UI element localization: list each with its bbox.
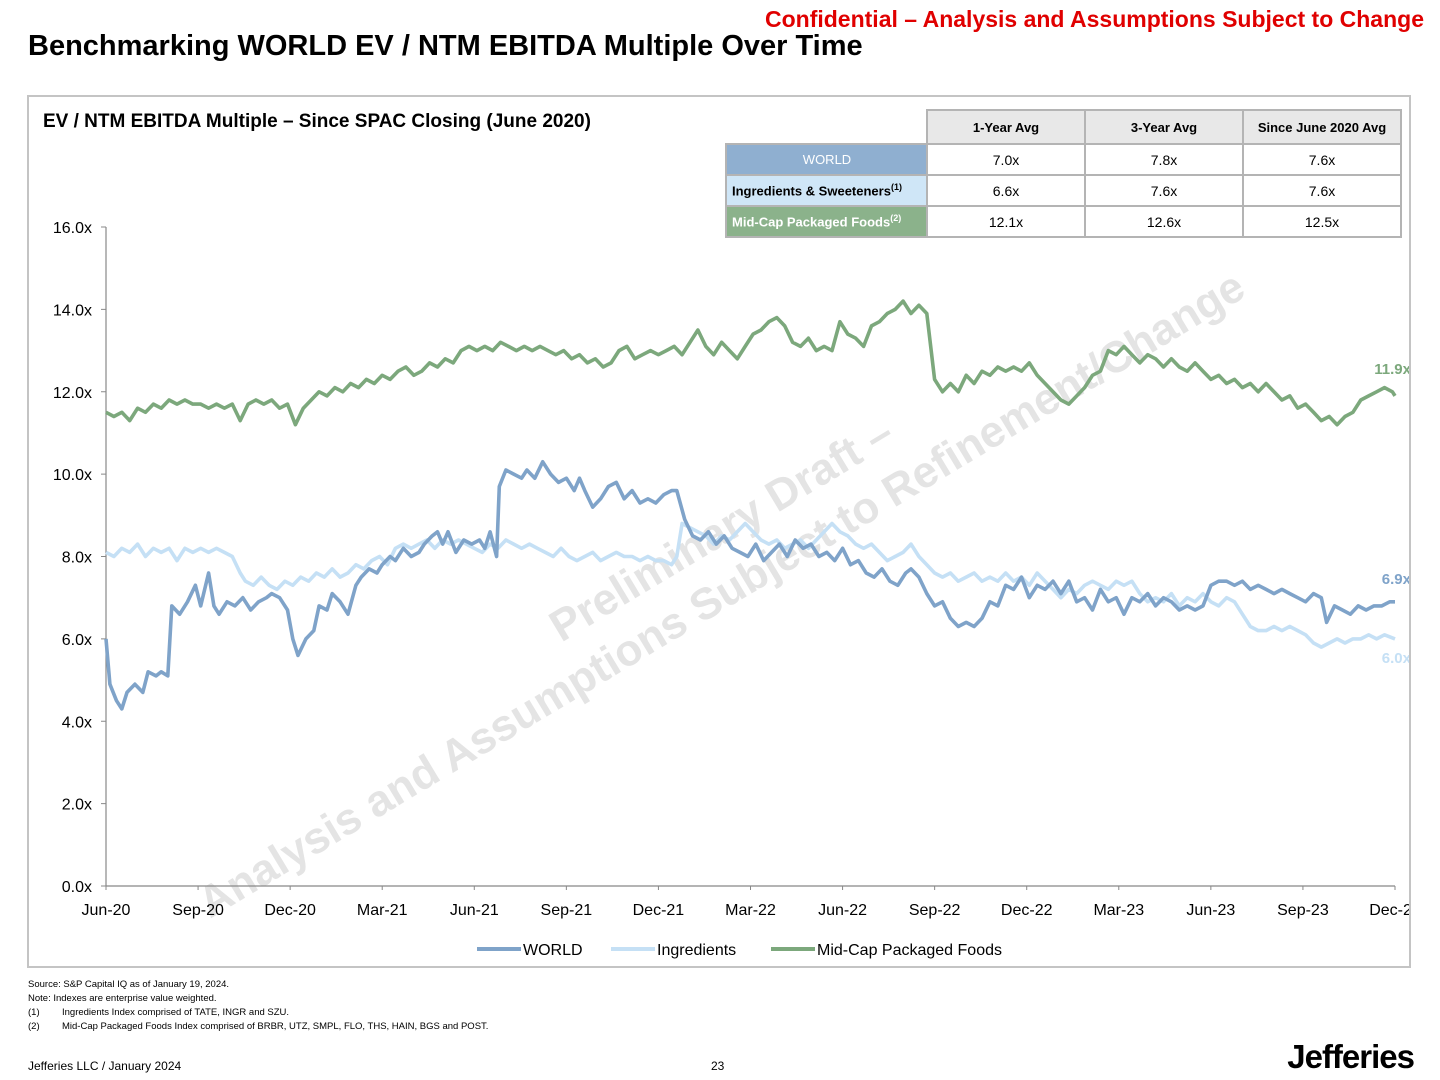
row-label: Ingredients & Sweeteners(1) bbox=[725, 174, 928, 207]
table-cell: 6.6x bbox=[926, 174, 1086, 207]
series-end-label: 6.9x bbox=[1382, 571, 1409, 588]
table-cell: 12.1x bbox=[926, 205, 1086, 238]
y-tick-label: 16.0x bbox=[53, 220, 92, 237]
chart-panel: Preliminary Draft – Analysis and Assumpti… bbox=[27, 95, 1411, 968]
table-cell: 12.6x bbox=[1084, 205, 1244, 238]
method-note: Note: Indexes are enterprise value weigh… bbox=[28, 993, 217, 1004]
table-cell: 7.6x bbox=[1242, 143, 1402, 176]
y-tick-label: 6.0x bbox=[62, 632, 92, 649]
x-tick-label: Sep-21 bbox=[541, 902, 593, 919]
legend-label: Ingredients bbox=[657, 942, 736, 959]
footnote-text: Ingredients Index comprised of TATE, ING… bbox=[62, 1007, 290, 1018]
series-line-mid-cap-packaged-foods bbox=[105, 299, 1397, 427]
table-row: Mid-Cap Packaged Foods(2) 12.1x 12.6x 12.5x bbox=[725, 205, 1402, 238]
x-tick-label: Mar-23 bbox=[1093, 902, 1144, 919]
footnotes: Source: S&P Capital IQ as of January 19,… bbox=[28, 978, 488, 1034]
footnote-number: (1) bbox=[28, 1007, 40, 1018]
table-cell: 7.0x bbox=[926, 143, 1086, 176]
y-tick-label: 14.0x bbox=[53, 302, 92, 319]
legend-label: Mid-Cap Packaged Foods bbox=[817, 942, 1002, 959]
y-tick-label: 8.0x bbox=[62, 550, 92, 567]
x-tick-label: Jun-23 bbox=[1186, 902, 1235, 919]
series-end-label: 6.0x bbox=[1382, 650, 1409, 667]
footnote-text: Mid-Cap Packaged Foods Index comprised o… bbox=[62, 1021, 489, 1032]
footnote-number: (2) bbox=[28, 1021, 40, 1032]
legend-label: WORLD bbox=[523, 942, 583, 959]
x-tick-label: Sep-20 bbox=[172, 902, 224, 919]
confidential-banner: Confidential – Analysis and Assumptions … bbox=[765, 6, 1424, 32]
column-header: 1-Year Avg bbox=[926, 109, 1086, 145]
y-tick-label: 2.0x bbox=[62, 797, 92, 814]
row-label-text: Ingredients & Sweeteners bbox=[732, 183, 891, 199]
x-tick-label: Jun-20 bbox=[82, 902, 131, 919]
footnote-ref: (1) bbox=[890, 182, 902, 193]
series-line-world bbox=[104, 460, 1395, 711]
x-tick-label: Mar-21 bbox=[357, 902, 408, 919]
x-tick-label: Sep-22 bbox=[909, 902, 961, 919]
x-tick-label: Mar-22 bbox=[725, 902, 776, 919]
average-multiples-table: 1-Year Avg 3-Year Avg Since June 2020 Av… bbox=[725, 109, 1402, 238]
table-corner bbox=[726, 110, 927, 144]
y-tick-label: 4.0x bbox=[62, 714, 92, 731]
series-end-label: 11.9x bbox=[1374, 361, 1409, 378]
chart-canvas: Preliminary Draft –Analysis and Assumpti… bbox=[53, 220, 1409, 959]
y-tick-label: 0.0x bbox=[62, 879, 92, 896]
watermark: Preliminary Draft –Analysis and Assumpti… bbox=[190, 262, 1253, 928]
column-header: 3-Year Avg bbox=[1084, 109, 1244, 145]
watermark-line: Analysis and Assumptions Subject to Refi… bbox=[190, 262, 1253, 928]
column-header: Since June 2020 Avg bbox=[1242, 109, 1402, 145]
legend-item: Ingredients bbox=[611, 942, 736, 959]
jefferies-logo: Jefferies bbox=[1287, 1038, 1415, 1075]
page-title: Benchmarking WORLD EV / NTM EBITDA Multi… bbox=[28, 30, 863, 62]
table-cell: 7.6x bbox=[1084, 174, 1244, 207]
y-tick-label: 10.0x bbox=[53, 467, 92, 484]
x-tick-label: Dec-21 bbox=[633, 902, 685, 919]
source-note: Source: S&P Capital IQ as of January 19,… bbox=[28, 979, 230, 990]
footnote-1: (1) Ingredients Index comprised of TATE,… bbox=[28, 1006, 488, 1020]
legend-item: Mid-Cap Packaged Foods bbox=[771, 942, 1002, 959]
footnote-ref: (2) bbox=[890, 213, 902, 224]
x-tick-label: Dec-23 bbox=[1369, 902, 1409, 919]
table-cell: 7.8x bbox=[1084, 143, 1244, 176]
table-cell: 12.5x bbox=[1242, 205, 1402, 238]
x-tick-label: Jun-22 bbox=[818, 902, 867, 919]
row-label: WORLD bbox=[725, 143, 928, 176]
row-label-text: Mid-Cap Packaged Foods bbox=[732, 214, 891, 230]
x-tick-label: Jun-21 bbox=[450, 902, 499, 919]
footer-company-date: Jefferies LLC / January 2024 bbox=[28, 1059, 182, 1073]
table-header-row: 1-Year Avg 3-Year Avg Since June 2020 Av… bbox=[726, 109, 1402, 145]
x-tick-label: Dec-22 bbox=[1001, 902, 1053, 919]
legend-item: WORLD bbox=[477, 942, 583, 959]
series-line-ingredients bbox=[105, 521, 1396, 649]
row-label-text: WORLD bbox=[802, 152, 852, 167]
footnote-2: (2) Mid-Cap Packaged Foods Index compris… bbox=[28, 1020, 488, 1034]
table-row: Ingredients & Sweeteners(1) 6.6x 7.6x 7.6x bbox=[725, 174, 1402, 207]
chart-subtitle: EV / NTM EBITDA Multiple – Since SPAC Cl… bbox=[43, 111, 591, 132]
y-tick-label: 12.0x bbox=[53, 385, 92, 402]
table-cell: 7.6x bbox=[1242, 174, 1402, 207]
x-tick-label: Dec-20 bbox=[264, 902, 316, 919]
table-row: WORLD 7.0x 7.8x 7.6x bbox=[725, 143, 1402, 176]
row-label: Mid-Cap Packaged Foods(2) bbox=[725, 205, 928, 238]
page-number: 23 bbox=[711, 1059, 725, 1073]
x-tick-label: Sep-23 bbox=[1277, 902, 1329, 919]
